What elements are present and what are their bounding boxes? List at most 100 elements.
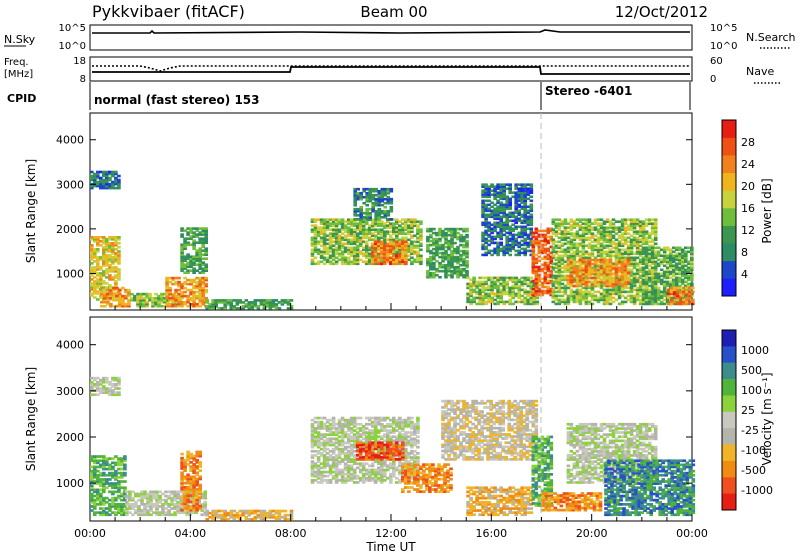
velocity-cell: [120, 503, 124, 506]
power-cell: [395, 248, 399, 252]
power-cell: [629, 242, 634, 246]
power-cell: [581, 268, 586, 272]
power-cell: [392, 230, 396, 233]
power-cell: [386, 201, 391, 205]
velocity-cell: [105, 467, 109, 471]
power-cell: [453, 233, 457, 237]
power-cell: [629, 224, 634, 227]
power-cell: [563, 250, 568, 254]
power-cell: [511, 239, 515, 243]
power-cell: [662, 270, 667, 274]
power-cell: [578, 236, 583, 240]
power-cell: [505, 239, 509, 243]
power-cell: [380, 250, 384, 254]
power-cell: [599, 242, 604, 246]
power-cell: [99, 178, 103, 182]
power-cell: [626, 280, 631, 284]
power-cell: [201, 302, 205, 306]
power-cell: [447, 259, 451, 263]
power-cell: [605, 238, 610, 242]
power-cell: [105, 176, 109, 180]
power-cell: [111, 170, 115, 174]
power-cell: [453, 265, 457, 269]
velocity-cell: [102, 455, 106, 458]
power-cell: [520, 235, 524, 239]
power-cell: [531, 287, 536, 291]
power-cell: [551, 250, 556, 254]
power-cell: [383, 252, 387, 256]
power-cell: [322, 224, 327, 227]
power-cell: [361, 220, 366, 223]
power-cell: [611, 230, 616, 233]
power-cell: [481, 245, 485, 249]
power-cell: [198, 255, 202, 258]
power-cell: [668, 254, 673, 258]
power-cell: [481, 233, 485, 237]
power-cell: [602, 228, 607, 231]
power-cell: [554, 266, 559, 270]
velocity-cell: [90, 471, 94, 475]
power-cell: [310, 262, 315, 266]
power-cell: [247, 303, 252, 306]
power-cell: [578, 294, 583, 298]
power-cell: [265, 299, 270, 302]
power-cell: [331, 250, 336, 254]
power-cell: [602, 220, 607, 223]
power-cell: [334, 230, 339, 233]
power-cell: [650, 282, 655, 286]
power-cell: [593, 246, 598, 250]
power-cell: [508, 292, 512, 296]
velocity-cell: [117, 476, 121, 479]
power-cell: [429, 271, 433, 275]
power-cell: [154, 304, 158, 308]
power-cell: [438, 243, 442, 247]
power-cell: [111, 252, 115, 255]
power-cell: [374, 189, 378, 193]
velocity-cell: [102, 478, 106, 481]
power-cell: [587, 266, 592, 270]
power-cell: [578, 272, 583, 276]
power-cell: [508, 276, 512, 280]
velocity-cell: [96, 482, 100, 485]
velocity-cell: [123, 509, 127, 512]
power-cell: [635, 252, 640, 256]
power-cell: [572, 264, 577, 268]
power-cell: [316, 248, 321, 252]
power-cell: [90, 236, 94, 239]
power-cell: [410, 224, 414, 227]
power-cell: [596, 272, 601, 276]
power-cell: [453, 257, 457, 261]
power-cell: [505, 217, 509, 221]
power-cell: [635, 262, 640, 266]
power-cell: [96, 268, 100, 271]
power-cell: [419, 236, 423, 240]
velocity-cell: [120, 480, 124, 483]
power-cell: [356, 209, 360, 213]
power-cell: [575, 254, 580, 258]
power-cell: [605, 284, 610, 288]
power-cell: [487, 213, 491, 217]
power-cell: [572, 258, 577, 262]
velocity-cell: [90, 486, 94, 490]
power-cell: [523, 288, 527, 292]
power-cell: [623, 270, 628, 274]
velocity-cell: [90, 488, 94, 492]
power-cell: [493, 292, 497, 296]
power-cell: [575, 252, 580, 256]
power-cell: [523, 233, 527, 237]
power-cell: [198, 253, 202, 256]
power-cell: [462, 239, 466, 243]
power-cell: [678, 284, 682, 288]
power-cell: [514, 193, 518, 196]
power-cell: [165, 278, 169, 282]
power-cell: [201, 292, 205, 296]
velocity-cell: [114, 387, 118, 390]
velocity-cell: [99, 503, 103, 506]
power-cell: [502, 288, 506, 292]
power-cell: [665, 256, 670, 260]
power-cell: [690, 258, 694, 262]
velocity-cell: [117, 393, 121, 397]
power-cell: [319, 244, 324, 248]
velocity-cell: [93, 383, 97, 386]
power-cell: [130, 298, 134, 302]
